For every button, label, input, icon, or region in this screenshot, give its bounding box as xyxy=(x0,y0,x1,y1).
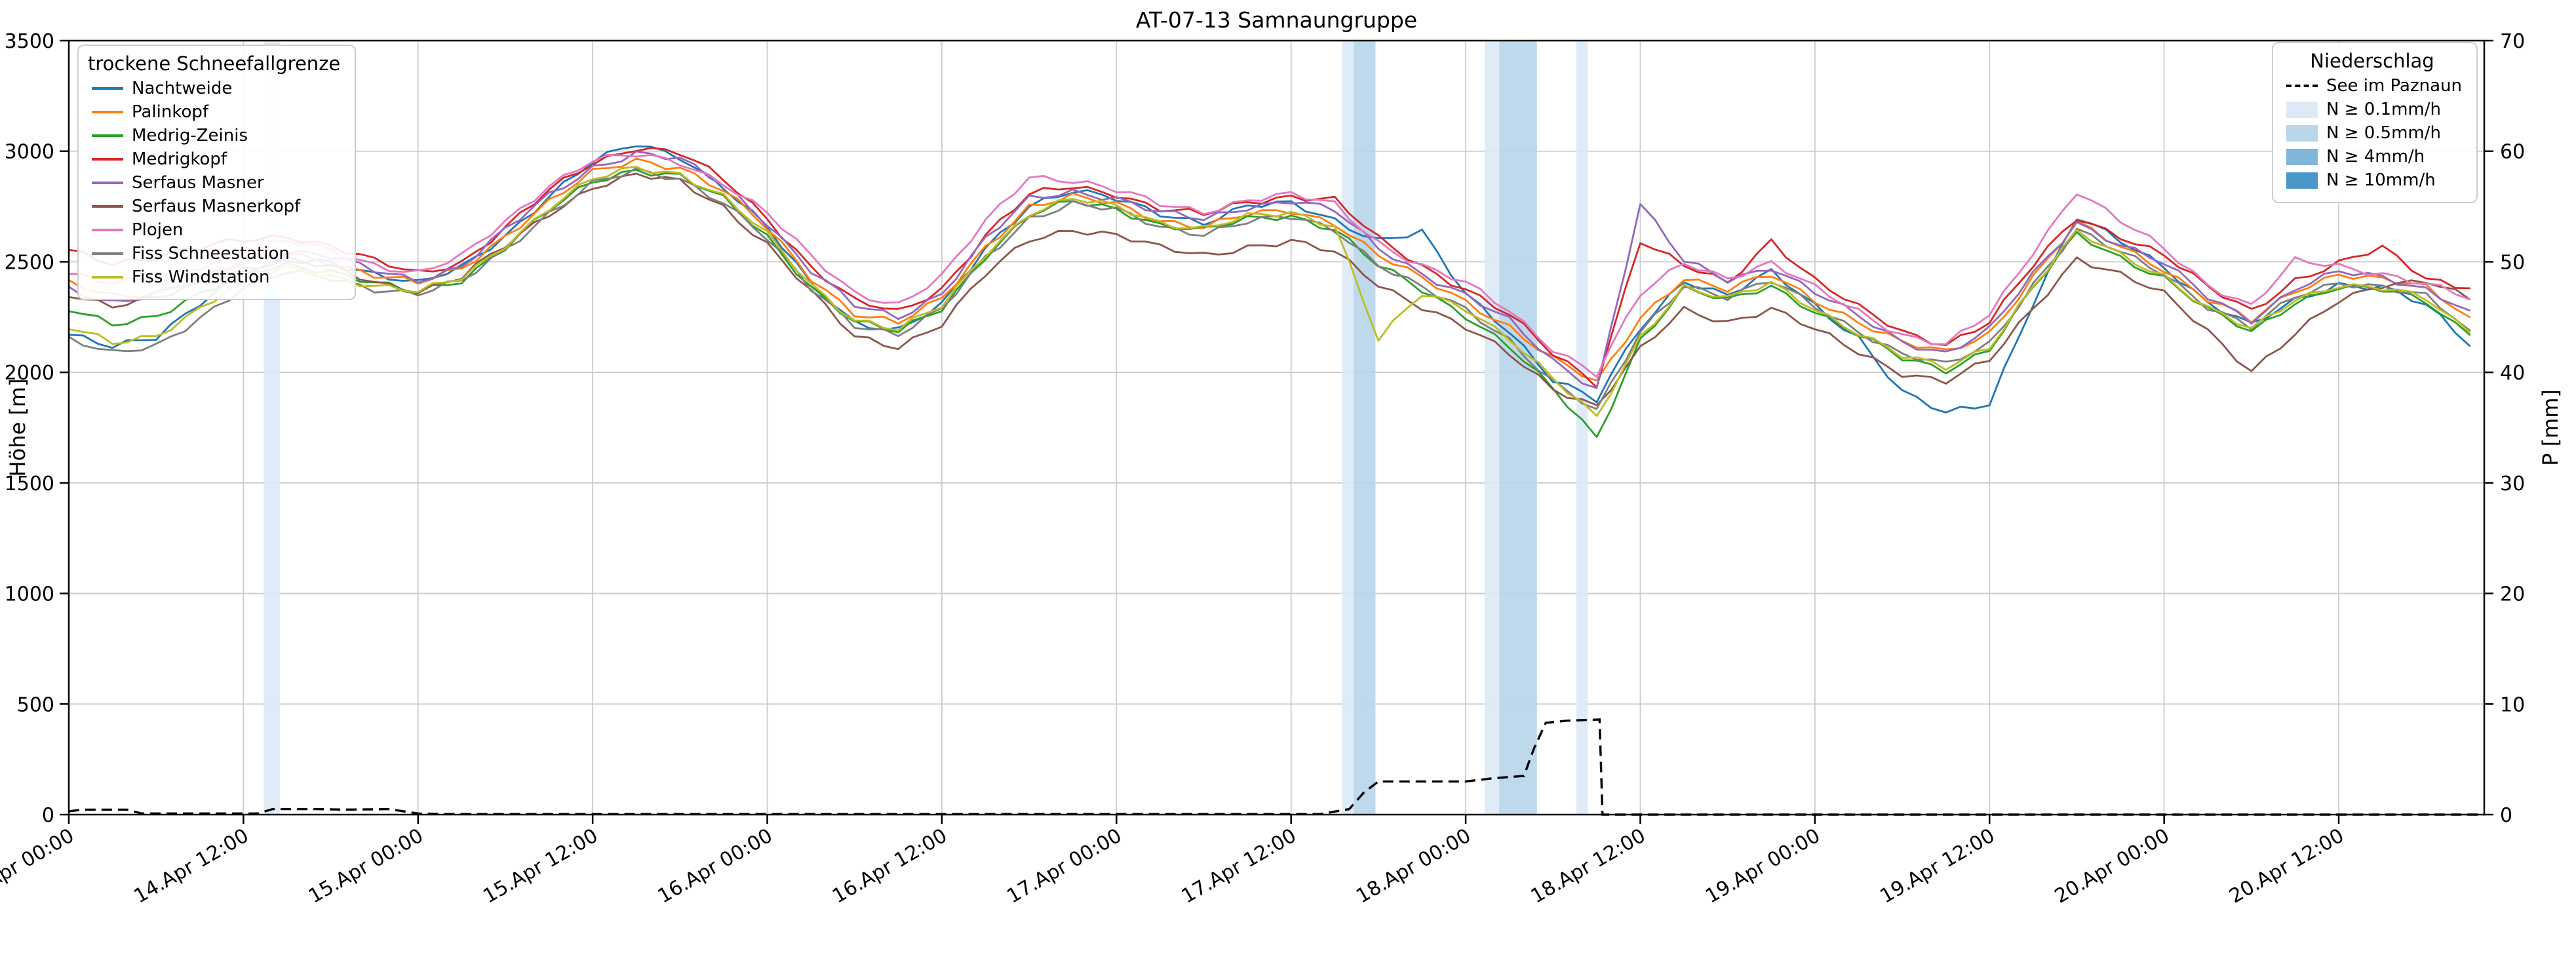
legend-item-label: N ≥ 10mm/h xyxy=(2326,170,2436,190)
y-right-tick-label: 40 xyxy=(2500,362,2525,385)
legend-item-precip-level: N ≥ 4mm/h xyxy=(2286,147,2462,166)
legend-line-swatch xyxy=(92,158,123,161)
y-right-tick-label: 50 xyxy=(2500,251,2525,274)
snowline-legend-items: Nachtweide Palinkopf Medrig-Zeinis Medrigko… xyxy=(88,79,340,287)
legend-patch-swatch xyxy=(2286,172,2318,189)
precip-band xyxy=(1499,41,1537,815)
legend-item-label: N ≥ 0.5mm/h xyxy=(2326,123,2441,143)
precip-legend: Niederschlag See im Paznaun N ≥ 0.1mm/h N … xyxy=(2271,42,2478,203)
legend-item-fiss-schneestation: Fiss Schneestation xyxy=(92,244,340,263)
legend-item-fiss-windstation: Fiss Windstation xyxy=(92,267,340,287)
legend-item-label: Medrig-Zeinis xyxy=(132,126,248,145)
y-right-tick-label: 70 xyxy=(2500,30,2525,53)
legend-item-plojen: Plojen xyxy=(92,220,340,240)
legend-line-swatch xyxy=(92,276,123,279)
y-right-tick-label: 0 xyxy=(2500,804,2512,827)
plot-border xyxy=(68,39,2486,816)
y-right-tick-label: 60 xyxy=(2500,141,2525,164)
y-left-tick-label: 1500 xyxy=(5,473,54,495)
series-line-serfaus-masnerkopf xyxy=(68,172,2471,406)
legend-item-label: Fiss Schneestation xyxy=(132,244,290,263)
legend-patch-swatch xyxy=(2286,101,2318,118)
legend-item-medrig-zeinis: Medrig-Zeinis xyxy=(92,126,340,145)
legend-line-swatch xyxy=(92,87,123,90)
legend-item-precip-level: N ≥ 0.1mm/h xyxy=(2286,100,2462,119)
legend-item-label: N ≥ 0.1mm/h xyxy=(2326,100,2441,119)
precip-legend-title: Niederschlag xyxy=(2310,50,2434,72)
legend-item-precip-level: N ≥ 0.5mm/h xyxy=(2286,123,2462,143)
snowline-legend-title: trockene Schneefallgrenze xyxy=(88,52,341,75)
y-left-tick-label: 1000 xyxy=(5,583,54,606)
precip-band xyxy=(1484,41,1500,815)
precip-band xyxy=(1576,41,1588,815)
legend-item-serfaus-masner: Serfaus Masner xyxy=(92,173,340,193)
legend-line-swatch xyxy=(92,182,123,184)
legend-dashed-line-swatch xyxy=(2286,85,2318,87)
legend-item-label: Plojen xyxy=(132,220,184,240)
snowline-legend: trockene Schneefallgrenze Nachtweide Pali… xyxy=(77,45,357,300)
y-left-tick-label: 500 xyxy=(17,693,54,716)
legend-line-swatch xyxy=(92,252,123,255)
y-left-tick-label: 2000 xyxy=(5,362,54,385)
legend-line-swatch xyxy=(92,229,123,231)
series-line-plojen xyxy=(68,153,2471,378)
y-left-tick-label: 0 xyxy=(42,804,54,827)
series-line-fiss-windstation xyxy=(68,165,2471,417)
precip-legend-items: See im Paznaun N ≥ 0.1mm/h N ≥ 0.5mm/h N ≥ … xyxy=(2282,76,2462,190)
legend-patch-swatch xyxy=(2286,125,2318,142)
precip-band xyxy=(1354,41,1376,815)
legend-item-precip-level: N ≥ 10mm/h xyxy=(2286,170,2462,190)
y-left-tick-label: 3500 xyxy=(5,30,54,53)
legend-item-label: Medrigkopf xyxy=(132,149,227,169)
legend-item-medrigkopf: Medrigkopf xyxy=(92,149,340,169)
legend-item-serfaus-masnerkopf: Serfaus Masnerkopf xyxy=(92,197,340,216)
legend-item-label: N ≥ 4mm/h xyxy=(2326,147,2425,166)
series-line-serfaus-masner xyxy=(68,150,2471,389)
y-right-tick-label: 20 xyxy=(2500,583,2525,606)
legend-line-swatch xyxy=(92,205,123,208)
legend-item-nachtweide: Nachtweide xyxy=(92,79,340,98)
legend-item-label: Serfaus Masner xyxy=(132,173,264,193)
legend-item-label: Palinkopf xyxy=(132,102,209,122)
legend-patch-swatch xyxy=(2286,148,2318,165)
y-right-tick-label: 30 xyxy=(2500,473,2525,495)
legend-item-see-im-paznaun: See im Paznaun xyxy=(2286,76,2462,96)
y-axis-label-right: P [mm] xyxy=(2538,389,2563,466)
chart-title: AT-07-13 Samnaungruppe xyxy=(1136,7,1417,33)
y-left-tick-label: 2500 xyxy=(5,251,54,274)
legend-item-label: Fiss Windstation xyxy=(132,267,270,287)
legend-item-label: Nachtweide xyxy=(132,79,233,98)
y-left-tick-label: 3000 xyxy=(5,141,54,164)
legend-item-label: Serfaus Masnerkopf xyxy=(132,197,301,216)
legend-line-swatch xyxy=(92,111,123,113)
y-axis-label-left: Höhe [m] xyxy=(5,379,30,477)
snowline-series xyxy=(68,145,2471,438)
precip-band xyxy=(1342,41,1354,815)
series-line-medrigkopf xyxy=(68,147,2471,389)
legend-item-palinkopf: Palinkopf xyxy=(92,102,340,122)
y-right-tick-label: 10 xyxy=(2500,693,2525,716)
legend-line-swatch xyxy=(92,134,123,137)
legend-item-label: See im Paznaun xyxy=(2326,76,2462,96)
